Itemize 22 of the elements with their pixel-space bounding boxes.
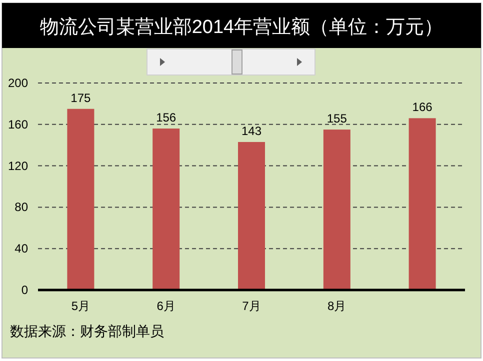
data-label: 155 <box>326 112 348 126</box>
y-tick-label: 120 <box>8 158 28 173</box>
data-label: 175 <box>70 90 92 105</box>
data-label: 156 <box>156 110 176 125</box>
bar <box>238 142 265 290</box>
bar <box>152 128 180 290</box>
bar <box>408 118 436 290</box>
y-tick-label: 0 <box>21 283 28 297</box>
chart-title: 物流公司某营业部2014年营业额（单位：万元） <box>40 16 444 38</box>
source-note: 数据来源：财务部制单员 <box>10 323 164 339</box>
x-tick-label: 6月 <box>156 299 176 313</box>
x-tick-label: 8月 <box>328 299 346 313</box>
data-label: 166 <box>412 100 433 114</box>
y-tick-label: 200 <box>8 76 28 90</box>
y-tick-label: 160 <box>8 117 28 132</box>
y-tick-label: 80 <box>14 200 28 214</box>
bar <box>323 130 350 290</box>
y-tick-label: 40 <box>14 242 28 256</box>
x-tick-label: 7月 <box>242 299 261 313</box>
x-tick-label: 5月 <box>71 299 90 313</box>
data-label: 143 <box>241 124 262 138</box>
bar <box>67 108 94 290</box>
